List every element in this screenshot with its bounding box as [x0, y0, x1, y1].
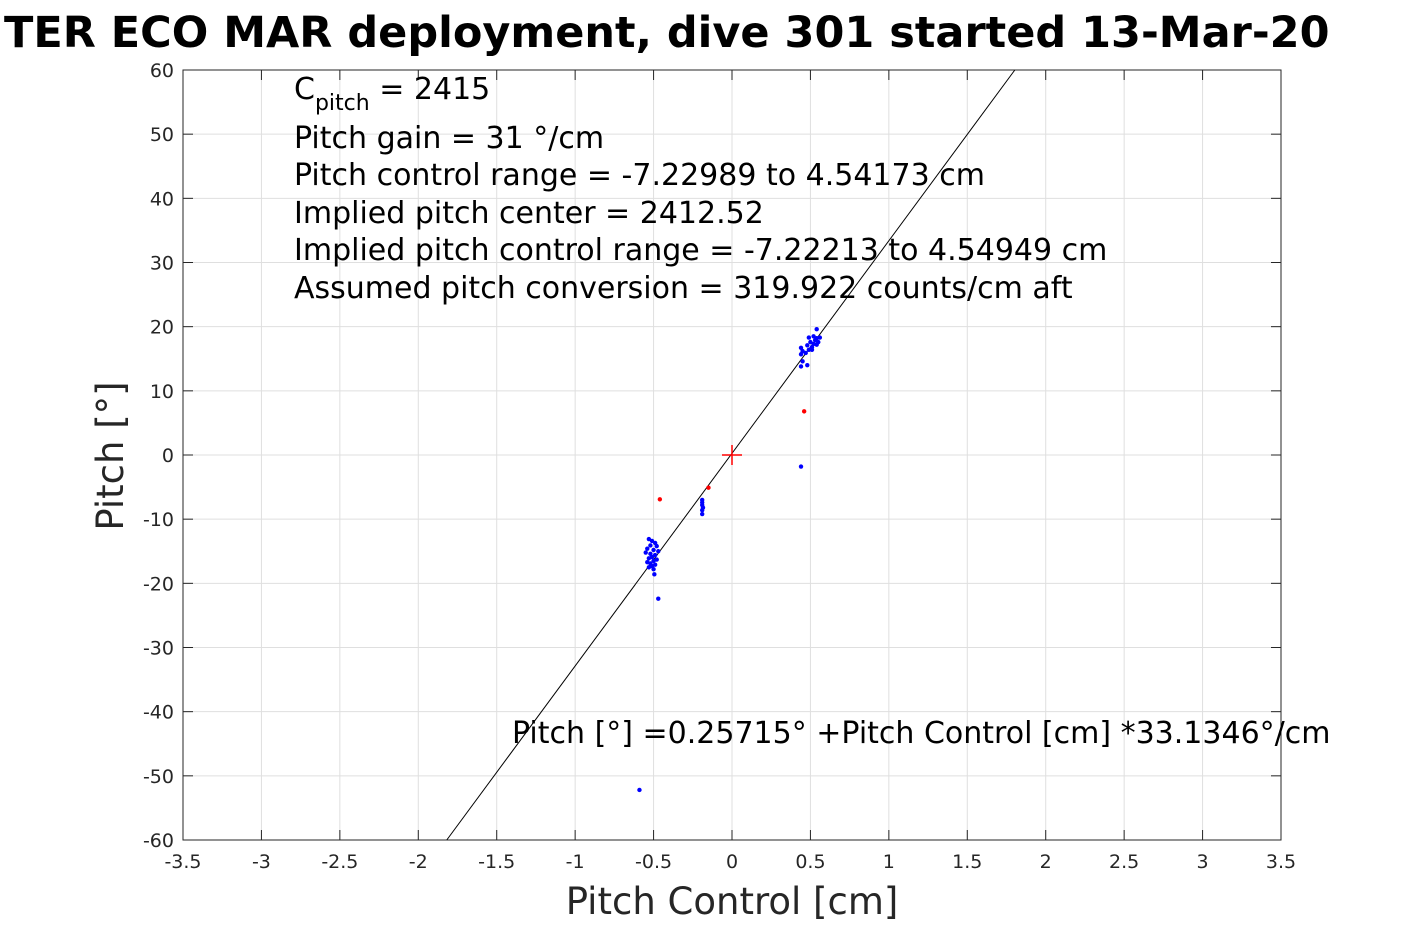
x-tick-label: -3.5: [164, 851, 201, 873]
y-tick-label: -60: [143, 830, 174, 852]
x-tick-label: 1.5: [952, 851, 982, 873]
x-tick-label: 1: [883, 851, 895, 873]
data-point: [706, 485, 711, 490]
data-point: [811, 334, 816, 339]
data-point: [654, 543, 659, 549]
data-point: [651, 567, 656, 572]
data-point: [814, 327, 819, 332]
data-point: [817, 335, 823, 340]
data-point: [648, 543, 653, 548]
x-tick-label: 3: [1197, 851, 1209, 873]
x-tick-label: 2.5: [1109, 851, 1139, 873]
data-point: [809, 347, 815, 352]
data-point: [657, 497, 663, 502]
axis-ticks: [182, 69, 1282, 841]
y-tick-label: 20: [150, 317, 174, 339]
implied-range-annotation: Implied pitch control range = -7.22213 t…: [294, 233, 1107, 268]
x-tick-label: -1: [566, 851, 585, 873]
data-point: [808, 339, 813, 345]
y-axis-title: Pitch [°]: [89, 381, 132, 530]
y-tick-label: -40: [143, 702, 174, 724]
y-tick-label: 0: [162, 445, 174, 467]
y-tick-label: -20: [143, 573, 174, 595]
c-pitch-symbol: C: [294, 72, 315, 107]
y-tick-label: -50: [143, 766, 174, 788]
data-point: [646, 556, 652, 561]
data-point: [699, 507, 705, 513]
data-point: [651, 558, 656, 564]
y-tick-label: 40: [150, 188, 174, 210]
data-point: [806, 335, 812, 340]
control-range-annotation: Pitch control range = -7.22989 to 4.5417…: [294, 158, 985, 193]
x-tick-label: -0.5: [635, 851, 672, 873]
data-point: [798, 464, 804, 469]
data-point: [798, 364, 804, 369]
data-point: [805, 362, 810, 368]
data-point: [643, 550, 648, 555]
data-point: [656, 549, 661, 554]
chart-title: TER ECO MAR deployment, dive 301 started…: [4, 8, 1330, 58]
data-point: [637, 787, 642, 793]
x-tick-label: -3: [252, 851, 271, 873]
x-tick-label: -1.5: [478, 851, 515, 873]
data-point: [645, 546, 650, 551]
pitch-gain-annotation: Pitch gain = 31 °/cm: [294, 121, 604, 156]
c-pitch-annotation: Cpitch = 2415: [294, 72, 490, 116]
data-point: [803, 350, 808, 356]
data-point: [814, 342, 819, 347]
c-pitch-subscript: pitch: [315, 91, 370, 116]
center-marker-group: [722, 445, 742, 465]
implied-center-annotation: Implied pitch center = 2412.52: [294, 196, 764, 231]
y-tick-label: 30: [150, 253, 174, 275]
y-tick-label: -30: [143, 638, 174, 660]
y-tick-label: -10: [143, 509, 174, 531]
x-tick-labels: -3.5 -3 -2.5 -2 -1.5 -1 -0.5 0 0.5 1 1.5 2 2.5 3 3.5: [164, 851, 1296, 873]
conversion-annotation: Assumed pitch conversion = 319.922 count…: [294, 271, 1073, 306]
x-axis-title: Pitch Control [cm]: [566, 880, 899, 923]
x-tick-label: -2.5: [321, 851, 358, 873]
data-points: [637, 327, 823, 793]
data-point: [798, 345, 804, 351]
data-point: [646, 565, 652, 570]
x-tick-label: 0: [726, 851, 738, 873]
fit-equation-annotation: Pitch [°] =0.25715° +Pitch Control [cm] …: [512, 716, 1330, 751]
y-tick-label: 50: [150, 124, 174, 146]
x-tick-label: 0.5: [795, 851, 825, 873]
y-tick-label: 60: [150, 60, 174, 82]
y-tick-labels: 60 50 40 30 20 10 0 -10 -20 -30 -40 -50 -60: [143, 60, 174, 852]
data-point: [800, 359, 805, 364]
data-point: [806, 347, 812, 352]
data-point: [652, 572, 657, 577]
x-tick-label: 2: [1040, 851, 1052, 873]
x-tick-label: -2: [409, 851, 428, 873]
data-point: [651, 547, 656, 553]
y-tick-label: 10: [150, 381, 174, 403]
c-pitch-value: = 2415: [370, 72, 491, 107]
data-point: [656, 596, 661, 601]
data-point: [805, 343, 810, 348]
x-tick-label: 3.5: [1266, 851, 1296, 873]
data-point: [699, 511, 705, 517]
data-point: [801, 409, 807, 414]
grid-lines: [182, 69, 1282, 841]
